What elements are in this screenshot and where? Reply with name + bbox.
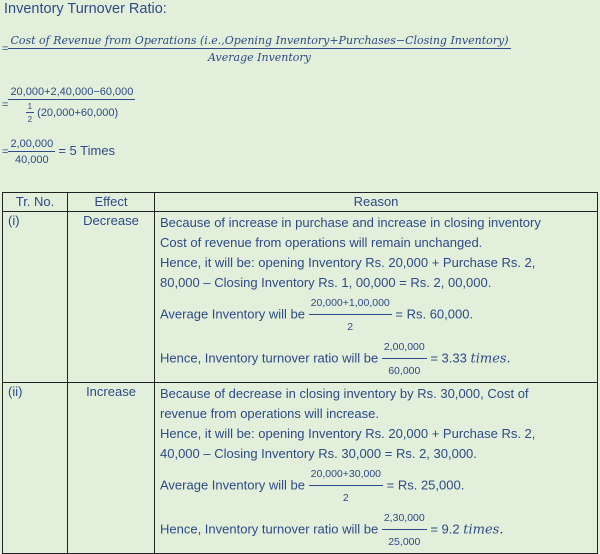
reason: Because of decrease in closing inventory… (154, 382, 598, 554)
ratio-line: Hence, Inventory turnover ratio will be … (160, 508, 592, 552)
step2-result: = 5 Times (58, 142, 116, 158)
half-num: 1 (25, 102, 35, 113)
tr-no: (i) (2, 211, 68, 383)
reason-line: Hence, it will be: opening Inventory Rs.… (160, 255, 536, 270)
tr-no: (ii) (2, 382, 68, 554)
table-header: Tr. No. Effect Reason (2, 192, 598, 212)
header-reason: Reason (154, 192, 598, 212)
formula-numerator: Cost of Revenue from Operations (i.e.,Op… (8, 34, 511, 49)
avg-result: = Rs. 60,000. (395, 306, 474, 322)
step2-denominator: 40,000 (15, 154, 49, 166)
reason-line: 80,000 – Closing Inventory Rs. 1, 00,000… (160, 275, 492, 290)
reason-line: Cost of revenue from operations will rem… (160, 235, 483, 250)
effect-table: Tr. No. Effect Reason (i) Decrease Becau… (2, 192, 598, 554)
avg-result: = Rs. 25,000. (386, 477, 465, 493)
ratio-unit: times. (463, 522, 504, 538)
formula-general: = Cost of Revenue from Operations (i.e.,O… (2, 34, 511, 64)
reason-line: Because of increase in purchase and incr… (160, 215, 541, 230)
ratio-num: 2,00,000 (381, 337, 427, 359)
effect: Increase (67, 382, 155, 554)
step2-numerator: 2,00,000 (8, 138, 56, 152)
reason-line: Because of decrease in closing inventory… (160, 386, 529, 401)
avg-den: 2 (347, 321, 354, 333)
table-row: (i) Decrease Because of increase in purc… (2, 211, 598, 383)
ratio-line: Hence, Inventory turnover ratio will be … (160, 337, 592, 381)
reason-line: revenue from operations will increase. (160, 406, 379, 421)
ratio-result: = 3.33 (430, 350, 467, 366)
ratio-label: Hence, Inventory turnover ratio will be (160, 350, 379, 366)
reason-line: Hence, it will be: opening Inventory Rs.… (160, 426, 536, 441)
effect: Decrease (67, 211, 155, 383)
header-tr-no: Tr. No. (2, 192, 68, 212)
ratio-den: 60,000 (388, 365, 421, 377)
formula-step2: = 2,00,000 40,000 = 5 Times (2, 138, 116, 166)
reason: Because of increase in purchase and incr… (154, 211, 598, 383)
avg-num: 20,000+30,000 (308, 464, 384, 486)
avg-num: 20,000+1,00,000 (308, 293, 392, 315)
ratio-den: 25,000 (388, 536, 421, 548)
step1-numerator: 20,000+2,40,000−60,000 (8, 86, 136, 100)
ratio-num: 2,30,000 (381, 508, 427, 530)
header-effect: Effect (67, 192, 155, 212)
table-row: (ii) Increase Because of decrease in clo… (2, 382, 598, 554)
avg-label: Average Inventory will be (160, 306, 306, 322)
formula-denominator: Average Inventory (208, 51, 311, 64)
half-den: 2 (27, 115, 33, 124)
ratio-unit: times. (470, 351, 511, 367)
average-line: Average Inventory will be 20,000+1,00,00… (160, 293, 592, 337)
step1-denominator: (20,000+60,000) (37, 106, 119, 119)
reason-line: 40,000 – Closing Inventory Rs. 30,000 = … (160, 446, 477, 461)
average-line: Average Inventory will be 20,000+30,000 2… (160, 464, 592, 508)
avg-label: Average Inventory will be (160, 477, 306, 493)
avg-den: 2 (342, 492, 349, 504)
formula-step1: = 20,000+2,40,000−60,000 1 2 (20,000+60,000… (2, 86, 136, 124)
page-title: Inventory Turnover Ratio: (4, 1, 167, 17)
